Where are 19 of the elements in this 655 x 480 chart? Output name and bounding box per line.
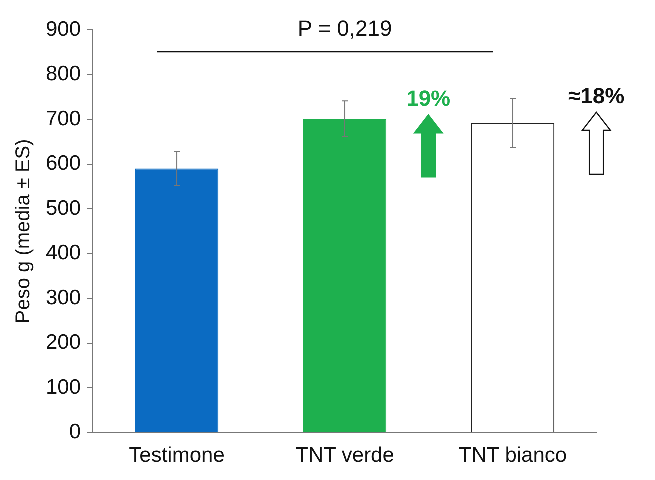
y-tick-label: 100	[46, 376, 82, 399]
text: ≈18%	[568, 83, 625, 108]
y-tick-label: 800	[46, 62, 82, 86]
bar	[135, 168, 219, 432]
y-tick-label: 200	[46, 331, 82, 354]
x-tick-label: TNT verde	[296, 444, 394, 468]
y-tick-label: 700	[46, 107, 82, 130]
y-tick-label: 300	[46, 286, 82, 310]
x-tick-label: Testimone	[129, 444, 225, 468]
y-tick-label: 600	[46, 152, 82, 176]
y-tick-label: 400	[46, 242, 82, 265]
x-tick-label: TNT bianco	[458, 444, 568, 468]
y-axis-title: Peso g (media ± ES)	[12, 139, 35, 324]
y-tick-label: 500	[46, 196, 82, 220]
y-tick-label: 900	[46, 18, 82, 41]
y-tick-label: 0	[69, 420, 82, 444]
annotation: P = 0,219	[298, 16, 392, 41]
bar	[303, 119, 387, 432]
annotation: 19%	[406, 86, 451, 112]
